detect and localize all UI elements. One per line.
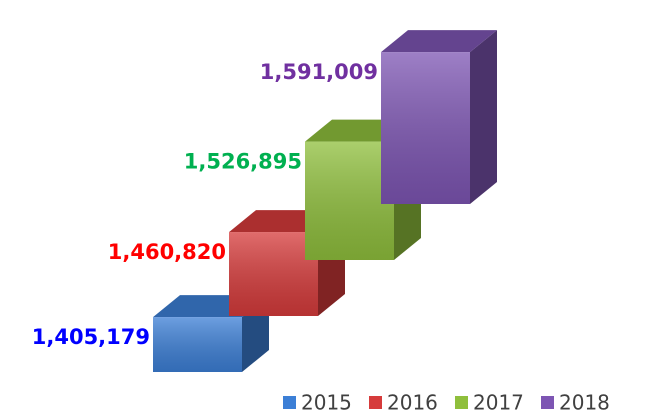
value-label: 1,460,820 xyxy=(108,240,226,264)
value-label: 1,405,179 xyxy=(32,325,150,349)
legend-label: 2017 xyxy=(473,391,524,415)
legend-swatch xyxy=(369,396,382,409)
bar-front-shade xyxy=(153,317,242,372)
legend-swatch xyxy=(283,396,296,409)
bar-front-shade xyxy=(229,232,318,316)
bar-side xyxy=(470,30,497,204)
bar-top xyxy=(381,30,497,53)
value-label: 1,591,009 xyxy=(260,60,378,84)
value-label: 1,526,895 xyxy=(184,150,302,174)
legend-label: 2015 xyxy=(301,391,352,415)
legend-swatch xyxy=(455,396,468,409)
legend-swatch xyxy=(541,396,554,409)
bar-front-shade xyxy=(381,52,470,205)
legend-label: 2018 xyxy=(559,391,610,415)
bar-front-shade xyxy=(305,141,394,260)
bar xyxy=(381,30,497,205)
legend-label: 2016 xyxy=(387,391,438,415)
